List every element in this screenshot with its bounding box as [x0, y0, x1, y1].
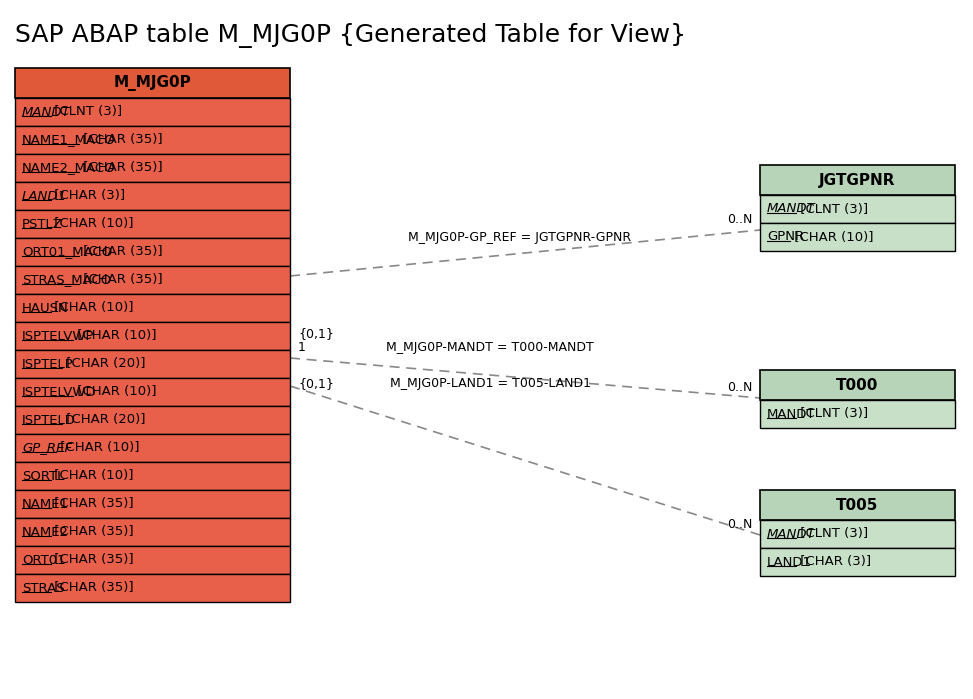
Text: [CLNT (3)]: [CLNT (3)]: [796, 408, 868, 421]
Bar: [760, 165, 955, 195]
Text: M_MJG0P-GP_REF = JGTGPNR-GPNR: M_MJG0P-GP_REF = JGTGPNR-GPNR: [409, 231, 631, 244]
Text: PSTLZ: PSTLZ: [22, 217, 63, 231]
Text: [CHAR (35)]: [CHAR (35)]: [79, 245, 162, 259]
Bar: [760, 223, 955, 251]
Bar: [15, 406, 290, 434]
Bar: [760, 370, 955, 400]
Text: SAP ABAP table M_MJG0P {Generated Table for View}: SAP ABAP table M_MJG0P {Generated Table …: [15, 22, 686, 48]
Text: {0,1}: {0,1}: [298, 377, 334, 390]
Text: [CHAR (35)]: [CHAR (35)]: [79, 273, 162, 287]
Text: 1: 1: [298, 341, 306, 354]
Text: [CHAR (20)]: [CHAR (20)]: [62, 414, 145, 426]
Text: [CHAR (10)]: [CHAR (10)]: [51, 217, 134, 231]
Text: ISPTELVWP: ISPTELVWP: [22, 329, 94, 343]
Bar: [15, 434, 290, 462]
Bar: [15, 322, 290, 350]
Bar: [15, 462, 290, 490]
Bar: [15, 266, 290, 294]
Text: STRAS: STRAS: [22, 582, 64, 595]
Text: NAME1: NAME1: [22, 498, 69, 510]
Text: LAND1: LAND1: [22, 189, 67, 203]
Text: [CHAR (10)]: [CHAR (10)]: [73, 329, 157, 343]
Text: HAUSN: HAUSN: [22, 301, 69, 315]
Text: [CHAR (35)]: [CHAR (35)]: [51, 582, 134, 595]
Bar: [760, 400, 955, 428]
Text: GP_REF: GP_REF: [22, 442, 72, 454]
Text: M_MJG0P: M_MJG0P: [114, 75, 192, 91]
Text: T000: T000: [837, 377, 879, 393]
Text: 0..N: 0..N: [727, 381, 752, 394]
Text: ORT01_MACO: ORT01_MACO: [22, 245, 112, 259]
Text: NAME2_MACO: NAME2_MACO: [22, 161, 116, 175]
Text: [CHAR (35)]: [CHAR (35)]: [79, 161, 162, 175]
Bar: [15, 574, 290, 602]
Text: JGTGPNR: JGTGPNR: [819, 173, 896, 187]
Bar: [760, 548, 955, 576]
Text: [CLNT (3)]: [CLNT (3)]: [51, 106, 123, 119]
Text: 0..N: 0..N: [727, 213, 752, 226]
Text: T005: T005: [837, 498, 879, 512]
Bar: [15, 378, 290, 406]
Text: [CHAR (10)]: [CHAR (10)]: [51, 470, 134, 482]
Text: M_MJG0P-LAND1 = T005-LAND1: M_MJG0P-LAND1 = T005-LAND1: [389, 377, 591, 390]
Bar: [760, 520, 955, 548]
Text: MANDT: MANDT: [22, 106, 71, 119]
Text: NAME2: NAME2: [22, 526, 69, 538]
Text: [CHAR (3)]: [CHAR (3)]: [51, 189, 126, 203]
Text: [CHAR (35)]: [CHAR (35)]: [51, 526, 134, 538]
Text: [CHAR (35)]: [CHAR (35)]: [51, 554, 134, 566]
Text: MANDT: MANDT: [767, 528, 815, 540]
Text: [CHAR (10)]: [CHAR (10)]: [56, 442, 140, 454]
Text: {0,1}: {0,1}: [298, 327, 334, 340]
Text: [CHAR (10)]: [CHAR (10)]: [790, 231, 874, 243]
Bar: [15, 490, 290, 518]
Bar: [15, 210, 290, 238]
Text: [CHAR (35)]: [CHAR (35)]: [51, 498, 134, 510]
Text: MANDT: MANDT: [767, 203, 815, 215]
Text: [CLNT (3)]: [CLNT (3)]: [796, 203, 868, 215]
Bar: [15, 546, 290, 574]
Bar: [15, 68, 290, 98]
Bar: [15, 154, 290, 182]
Bar: [15, 350, 290, 378]
Text: LAND1: LAND1: [767, 556, 812, 568]
Bar: [760, 195, 955, 223]
Bar: [15, 294, 290, 322]
Bar: [15, 238, 290, 266]
Text: SORTL: SORTL: [22, 470, 64, 482]
Text: [CLNT (3)]: [CLNT (3)]: [796, 528, 868, 540]
Text: M_MJG0P-MANDT = T000-MANDT: M_MJG0P-MANDT = T000-MANDT: [386, 341, 594, 354]
Bar: [15, 126, 290, 154]
Text: ISPTELVWD: ISPTELVWD: [22, 386, 96, 398]
Text: NAME1_MACO: NAME1_MACO: [22, 134, 116, 147]
Text: ORT01: ORT01: [22, 554, 65, 566]
Bar: [760, 490, 955, 520]
Text: [CHAR (3)]: [CHAR (3)]: [796, 556, 871, 568]
Text: ISPTELD: ISPTELD: [22, 414, 76, 426]
Text: [CHAR (10)]: [CHAR (10)]: [51, 301, 134, 315]
Bar: [15, 182, 290, 210]
Text: [CHAR (10)]: [CHAR (10)]: [73, 386, 157, 398]
Text: [CHAR (35)]: [CHAR (35)]: [79, 134, 162, 147]
Text: MANDT: MANDT: [767, 408, 815, 421]
Text: 0..N: 0..N: [727, 518, 752, 531]
Text: GPNR: GPNR: [767, 231, 804, 243]
Bar: [15, 98, 290, 126]
Bar: [15, 518, 290, 546]
Text: STRAS_MACO: STRAS_MACO: [22, 273, 111, 287]
Text: [CHAR (20)]: [CHAR (20)]: [62, 357, 145, 370]
Text: ISPTELP: ISPTELP: [22, 357, 74, 370]
